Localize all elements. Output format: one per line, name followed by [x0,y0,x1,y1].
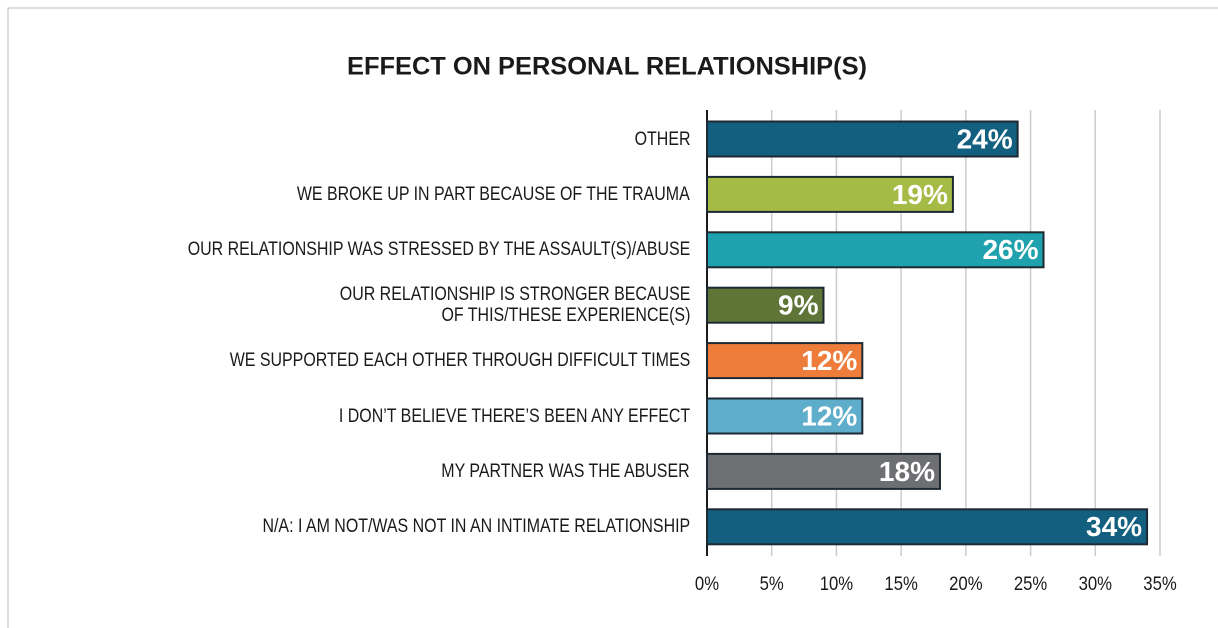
data-label: 18% [879,456,935,487]
category-label: WE BROKE UP IN PART BECAUSE OF THE TRAUM… [297,183,690,205]
bar [706,120,1019,158]
x-tick-label: 10% [820,573,854,594]
category-label: N/A: I AM NOT/WAS NOT IN AN INTIMATE REL… [262,516,690,538]
bar [706,342,864,380]
x-tick-label: 25% [1014,573,1048,594]
category-label: I DON’T BELIEVE THERE’S BEEN ANY EFFECT [338,405,690,427]
data-label: 34% [1086,511,1142,542]
bar [706,231,1045,269]
chart-title: EFFECT ON PERSONAL RELATIONSHIP(S) [347,53,867,81]
bar [706,286,825,324]
data-label: 9% [778,290,819,321]
x-tick-label: 35% [1143,573,1177,594]
data-label: 19% [892,179,948,210]
bar [706,175,954,213]
bar [706,397,864,435]
x-tick-label: 30% [1079,573,1113,594]
bar [706,452,941,490]
category-label: MY PARTNER WAS THE ABUSER [441,460,690,482]
x-tick-label: 0% [695,573,719,594]
data-label: 12% [801,400,857,431]
bar [706,508,1149,546]
category-label: OTHER [634,128,690,150]
category-label: OUR RELATIONSHIP IS STRONGER BECAUSE OF … [339,284,690,327]
data-label: 12% [801,345,857,376]
x-tick-label: 20% [949,573,983,594]
x-tick-label: 5% [760,573,784,594]
data-label: 26% [982,234,1038,265]
category-label: OUR RELATIONSHIP WAS STRESSED BY THE ASS… [187,239,690,261]
frame [7,7,1218,628]
data-label: 24% [957,123,1013,154]
category-label: WE SUPPORTED EACH OTHER THROUGH DIFFICUL… [229,350,690,372]
x-tick-label: 15% [884,573,918,594]
